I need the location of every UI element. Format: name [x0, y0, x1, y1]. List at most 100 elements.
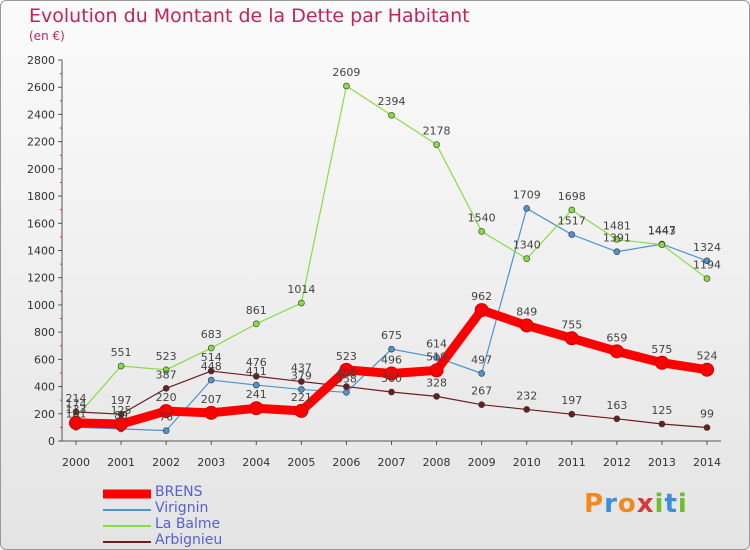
- x-tick-label: 2001: [107, 456, 135, 469]
- data-point: [700, 362, 714, 377]
- data-label: 1340: [513, 239, 541, 252]
- data-label: 328: [426, 376, 447, 389]
- data-label: 241: [246, 388, 267, 401]
- chart-title: Evolution du Montant de la Dette par Hab…: [29, 5, 470, 27]
- data-point: [474, 303, 489, 318]
- data-label: 197: [111, 394, 132, 407]
- data-label: 214: [66, 392, 87, 405]
- x-tick-label: 2009: [468, 456, 496, 469]
- y-tick-label: 600: [34, 353, 55, 366]
- x-tick-label: 2014: [693, 456, 721, 469]
- data-point: [519, 318, 534, 333]
- data-label: 675: [381, 329, 402, 342]
- data-point: [162, 366, 170, 374]
- data-point: [117, 362, 125, 370]
- data-label: 519: [426, 350, 447, 363]
- x-tick-label: 2012: [603, 456, 631, 469]
- data-point: [654, 355, 669, 370]
- data-label: 1698: [558, 190, 586, 203]
- data-label: 523: [156, 350, 177, 363]
- y-tick-label: 2600: [27, 81, 55, 94]
- data-point: [429, 363, 444, 378]
- data-point: [343, 383, 350, 390]
- data-point: [204, 405, 219, 420]
- data-point: [658, 420, 666, 428]
- data-label: 523: [336, 350, 357, 363]
- data-label: 1481: [603, 219, 631, 232]
- data-label: 551: [111, 346, 132, 359]
- data-point: [568, 231, 576, 238]
- data-point: [207, 344, 215, 352]
- data-point: [343, 82, 350, 90]
- data-label: 221: [291, 391, 312, 404]
- data-point: [207, 376, 215, 384]
- data-point: [249, 401, 264, 416]
- data-point: [114, 416, 129, 431]
- data-label: 1447: [648, 224, 676, 237]
- x-tick-label: 2010: [513, 456, 541, 469]
- data-point: [613, 236, 621, 243]
- data-point: [703, 275, 711, 282]
- data-point: [252, 320, 260, 328]
- y-tick-label: 400: [34, 381, 55, 394]
- data-point: [523, 406, 531, 413]
- data-label: 476: [246, 356, 267, 369]
- data-point: [609, 344, 624, 359]
- x-tick-label: 2000: [62, 456, 90, 469]
- data-point: [703, 257, 711, 265]
- data-label: 849: [516, 305, 537, 318]
- data-point: [388, 345, 395, 353]
- legend-label: Virignin: [155, 500, 209, 516]
- y-tick-label: 0: [48, 435, 55, 448]
- data-point: [162, 427, 170, 434]
- x-tick-label: 2008: [423, 456, 451, 469]
- data-point: [478, 401, 485, 408]
- x-tick-label: 2007: [378, 456, 406, 469]
- legend-label: Arbignieu: [155, 532, 223, 548]
- data-label: 358: [336, 372, 357, 385]
- data-label: 1709: [513, 188, 541, 201]
- data-label: 1391: [603, 232, 631, 245]
- data-point: [388, 388, 395, 396]
- y-tick-label: 800: [34, 326, 55, 339]
- data-point: [433, 354, 440, 361]
- data-label: 1014: [287, 283, 315, 296]
- data-label: 207: [201, 393, 222, 406]
- data-label: 575: [651, 343, 672, 356]
- data-point: [568, 410, 576, 418]
- data-point: [69, 415, 83, 430]
- data-point: [613, 248, 621, 256]
- data-label: 267: [471, 385, 492, 398]
- data-point: [72, 408, 80, 416]
- data-label: 514: [201, 351, 222, 364]
- data-label: 163: [606, 399, 627, 412]
- data-point: [388, 111, 395, 119]
- x-tick-label: 2005: [287, 456, 315, 469]
- data-label: 76: [159, 411, 173, 424]
- data-label: 683: [201, 328, 222, 341]
- data-label: 1324: [693, 241, 721, 254]
- data-point: [523, 205, 531, 212]
- data-point: [298, 378, 305, 385]
- data-label: 755: [561, 318, 582, 331]
- data-point: [478, 370, 485, 377]
- data-label: 387: [156, 368, 177, 381]
- data-label: 2394: [378, 95, 406, 108]
- data-point: [433, 141, 440, 148]
- y-tick-label: 2800: [27, 54, 55, 67]
- data-label: 99: [700, 408, 714, 421]
- data-label: 496: [381, 354, 402, 367]
- data-point: [613, 415, 621, 423]
- data-point: [478, 228, 485, 235]
- data-label: 1540: [468, 211, 496, 224]
- data-point: [252, 381, 260, 389]
- x-tick-label: 2006: [332, 456, 360, 469]
- data-point: [343, 388, 350, 396]
- data-label: 174: [66, 397, 87, 410]
- data-point: [298, 386, 305, 393]
- data-label: 1443: [648, 225, 676, 238]
- y-tick-label: 2400: [27, 108, 55, 121]
- data-label: 524: [697, 350, 718, 363]
- data-point: [658, 241, 666, 248]
